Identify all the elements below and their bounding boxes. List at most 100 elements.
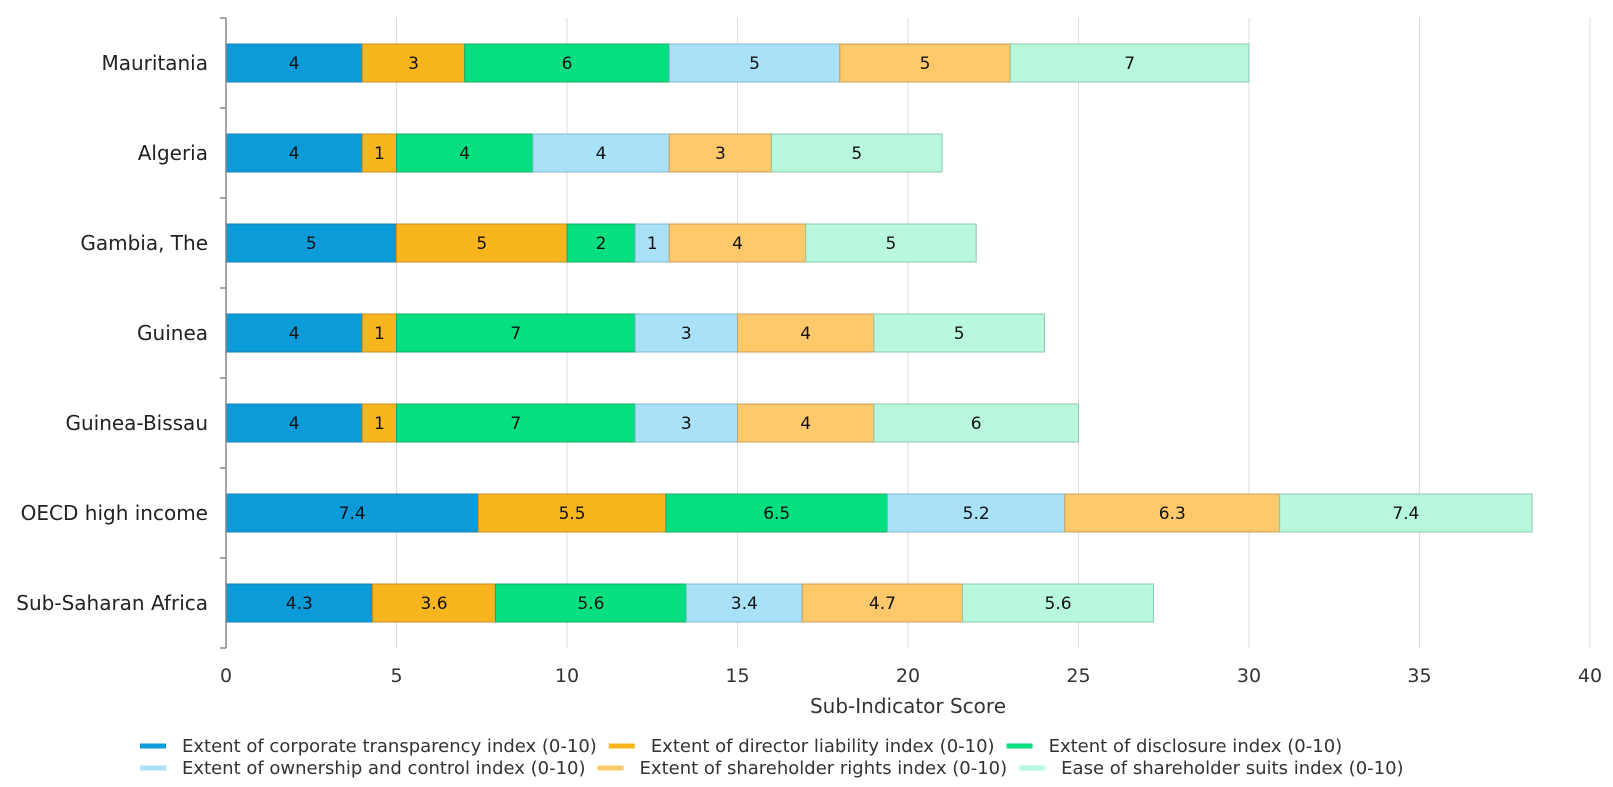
bar-segment — [477, 493, 667, 533]
bar-segment — [1009, 43, 1250, 83]
x-tick-label: 0 — [220, 665, 232, 687]
data-label: 5 — [954, 324, 965, 344]
bar-segment — [1279, 493, 1533, 533]
data-label: 6 — [971, 414, 982, 434]
bar-segment — [361, 133, 397, 173]
bars: 4 3 6 5 5 7 4 1 4 4 3 5 5 5 2 1 4 5 4 1 7 3 4 5 4 1 7 3 4 6 7.4 5.5 6.5 5… — [225, 43, 1533, 623]
data-label: 7.4 — [339, 504, 366, 524]
data-label: 5.2 — [963, 504, 990, 524]
bar-segment — [873, 313, 1045, 353]
x-tick-label: 5 — [390, 665, 402, 687]
data-label: 1 — [374, 324, 385, 344]
bar-segment — [361, 43, 466, 83]
bar-segment — [225, 223, 397, 263]
bar-segment — [372, 583, 496, 623]
bar-segment — [685, 583, 803, 623]
bar-segment — [494, 583, 687, 623]
category-label: Gambia, The — [80, 231, 208, 255]
data-label: 3.6 — [420, 594, 447, 614]
bar-segment — [634, 223, 670, 263]
data-label: 3 — [681, 324, 692, 344]
legend-label: Extent of shareholder rights index (0-10… — [640, 758, 1008, 779]
legend-label: Extent of disclosure index (0-10) — [1049, 736, 1343, 757]
data-label: 5 — [749, 54, 760, 74]
data-label: 4 — [800, 414, 811, 434]
data-label: 4 — [289, 414, 300, 434]
data-label: 5 — [886, 234, 897, 254]
category-label: Guinea-Bissau — [65, 411, 208, 435]
x-tick-label: 10 — [555, 665, 579, 687]
data-label: 7.4 — [1392, 504, 1419, 524]
bar-segment — [361, 403, 397, 443]
data-label: 3.4 — [731, 594, 758, 614]
data-label: 6 — [562, 54, 573, 74]
bar-segment — [396, 133, 534, 173]
x-tick-label: 30 — [1237, 665, 1261, 687]
data-label: 4 — [289, 54, 300, 74]
bar-segment — [737, 403, 875, 443]
data-label: 5.6 — [577, 594, 604, 614]
bar-segment — [634, 403, 739, 443]
x-axis-label: Sub-Indicator Score — [810, 694, 1006, 718]
x-tick-label: 20 — [896, 665, 920, 687]
bar-segment — [396, 223, 568, 263]
legend: Extent of corporate transparency index (… — [140, 736, 1404, 779]
category-label: Sub-Saharan Africa — [16, 591, 208, 615]
data-label: 4 — [596, 144, 607, 164]
x-tick-label: 40 — [1578, 665, 1602, 687]
data-label: 1 — [647, 234, 658, 254]
data-label: 2 — [596, 234, 607, 254]
legend-label: Extent of director liability index (0-10… — [651, 736, 995, 757]
data-label: 7 — [510, 414, 521, 434]
bar-segment — [873, 403, 1080, 443]
data-label: 4 — [289, 324, 300, 344]
bar-segment — [225, 133, 363, 173]
legend-label: Ease of shareholder suits index (0-10) — [1061, 758, 1403, 779]
bar-segment — [668, 133, 773, 173]
bar-segment — [668, 223, 807, 263]
category-label: Mauritania — [101, 51, 208, 75]
data-label: 7 — [1124, 54, 1135, 74]
bar-segment — [225, 313, 363, 353]
data-label: 1 — [374, 144, 385, 164]
legend-label: Extent of ownership and control index (0… — [182, 758, 586, 779]
data-label: 5 — [920, 54, 931, 74]
data-label: 3 — [681, 414, 692, 434]
bar-segment — [805, 223, 977, 263]
bar-segment — [771, 133, 943, 173]
bar-segment — [225, 583, 374, 623]
data-label: 5.5 — [559, 504, 586, 524]
x-tick-label: 15 — [725, 665, 749, 687]
bar-segment — [887, 493, 1066, 533]
data-label: 3 — [715, 144, 726, 164]
bar-segment — [396, 403, 636, 443]
data-label: 4.7 — [869, 594, 896, 614]
x-tick-label: 25 — [1066, 665, 1090, 687]
bar-segment — [801, 583, 964, 623]
data-label: 4.3 — [286, 594, 313, 614]
category-label: OECD high income — [21, 501, 208, 525]
bar-segment — [665, 493, 889, 533]
bar-segment — [225, 493, 479, 533]
category-label: Guinea — [137, 321, 208, 345]
category-label: Algeria — [138, 141, 208, 165]
x-tick-label: 35 — [1407, 665, 1431, 687]
data-label: 3 — [408, 54, 419, 74]
data-label: 6.3 — [1159, 504, 1186, 524]
axes: 0 5 10 15 20 25 30 35 40MauritaniaAlgeriaGambia,… — [16, 17, 1602, 718]
data-label: 7 — [510, 324, 521, 344]
data-label: 4 — [800, 324, 811, 344]
data-label: 1 — [374, 414, 385, 434]
data-label: 4 — [459, 144, 470, 164]
data-label: 4 — [732, 234, 743, 254]
bar-segment — [361, 313, 397, 353]
bar-segment — [737, 313, 875, 353]
bar-segment — [1064, 493, 1281, 533]
bar-segment — [634, 313, 739, 353]
data-label: 6.5 — [763, 504, 790, 524]
bar-segment — [566, 223, 636, 263]
bar-segment — [962, 583, 1155, 623]
data-label: 5 — [851, 144, 862, 164]
data-label: 5 — [476, 234, 487, 254]
